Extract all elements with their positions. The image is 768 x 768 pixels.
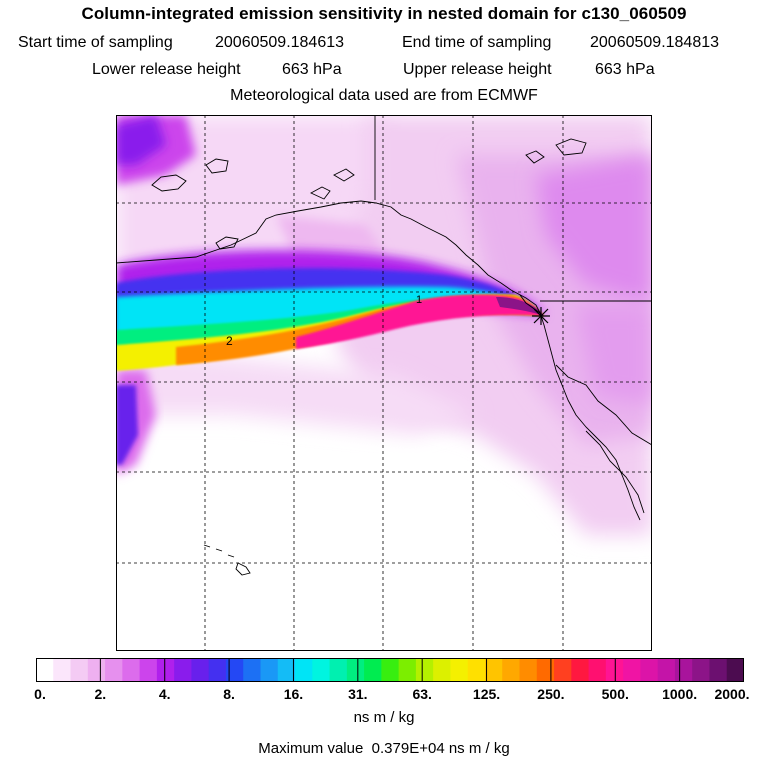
colorbar xyxy=(36,658,744,682)
colorbar-cell xyxy=(53,658,72,682)
colorbar-units: ns m / kg xyxy=(353,709,415,726)
colorbar-cell xyxy=(105,658,123,682)
meteo-source: Meteorological data used are from ECMWF xyxy=(230,87,538,104)
colorbar-cell xyxy=(433,658,452,682)
colorbar-cell xyxy=(346,658,365,682)
colorbar-tick-label: 8. xyxy=(223,686,235,702)
colorbar-cell xyxy=(364,658,382,682)
colorbar-cell xyxy=(519,658,538,682)
colorbar-cell xyxy=(277,658,296,682)
release-heights-row: Lower release height 663 hPa Upper relea… xyxy=(0,61,768,81)
plume-label-1: 1 xyxy=(416,294,422,306)
colorbar-cell xyxy=(139,658,158,682)
colorbar-cell xyxy=(260,658,279,682)
colorbar-cell xyxy=(467,658,486,682)
colorbar-tick-label: 63. xyxy=(412,686,432,702)
colorbar-cell xyxy=(588,658,607,682)
colorbar-cell xyxy=(36,658,54,682)
colorbar-cell xyxy=(312,658,331,682)
coastlines xyxy=(116,115,652,576)
start-time-value: 20060509.184613 xyxy=(215,34,345,51)
colorbar-tick-label: 31. xyxy=(348,686,368,702)
colorbar-tick-label: 250. xyxy=(537,686,565,702)
colorbar-cell xyxy=(381,658,400,682)
colorbar-cell xyxy=(191,658,210,682)
colorbar-cell xyxy=(208,658,227,682)
colorbar-cell xyxy=(571,658,590,682)
colorbar-cell xyxy=(692,658,711,682)
colorbar-tick-label: 500. xyxy=(601,686,629,702)
colorbar-cell xyxy=(225,658,244,682)
colorbar-cell xyxy=(536,658,555,682)
end-time-value: 20060509.184813 xyxy=(590,34,720,51)
colorbar-cell xyxy=(243,658,262,682)
emission-sensitivity-map: 1 2 xyxy=(116,115,652,651)
maximum-value-number: 0.379E+04 ns m / kg xyxy=(371,740,510,757)
colorbar-cell xyxy=(657,658,676,682)
colorbar-tick-label: 16. xyxy=(283,686,304,702)
colorbar-cell xyxy=(640,658,659,682)
colorbar-cell xyxy=(623,658,641,682)
colorbar-tick-label: 4. xyxy=(158,686,171,702)
colorbar-tick-label: 0. xyxy=(34,686,46,702)
colorbar-cell xyxy=(295,658,313,682)
colorbar-cell xyxy=(554,658,572,682)
colorbar-cell xyxy=(398,658,417,682)
lower-release-label: Lower release height xyxy=(92,61,241,78)
lower-release-value: 663 hPa xyxy=(282,61,342,78)
graticule xyxy=(116,115,652,651)
colorbar-cell xyxy=(415,658,434,682)
colorbar-cell xyxy=(87,658,106,682)
sampling-times-row: Start time of sampling 20060509.184613 E… xyxy=(0,34,768,54)
colorbar-cell xyxy=(122,658,141,682)
upper-release-label: Upper release height xyxy=(403,61,552,78)
colorbar-cell xyxy=(156,658,175,682)
map-frame xyxy=(116,115,652,651)
colorbar-cell xyxy=(709,658,728,682)
colorbar-tick-label: 1000. xyxy=(662,686,698,702)
sensitivity-field-diffuse xyxy=(116,115,652,535)
colorbar-tick-label: 2000. xyxy=(714,686,750,702)
maximum-value: Maximum value 0.379E+04 ns m / kg xyxy=(258,740,510,757)
colorbar-cell xyxy=(450,658,469,682)
map-title: Column-integrated emission sensitivity i… xyxy=(81,4,687,23)
upper-release-value: 663 hPa xyxy=(595,61,655,78)
colorbar-cell xyxy=(174,658,193,682)
sensitivity-plume xyxy=(116,250,546,371)
colorbar-tick-label: 2. xyxy=(94,686,107,702)
colorbar-cell xyxy=(329,658,348,682)
colorbar-cell xyxy=(70,658,89,682)
release-point-star-icon xyxy=(532,307,550,325)
end-time-label: End time of sampling xyxy=(402,34,552,51)
colorbar-cell xyxy=(674,658,693,682)
start-time-label: Start time of sampling xyxy=(18,34,173,51)
colorbar-tick-label: 125. xyxy=(472,686,501,702)
plume-label-2: 2 xyxy=(226,334,233,348)
colorbar-cell xyxy=(502,658,521,682)
colorbar-cell xyxy=(726,658,744,682)
colorbar-cell xyxy=(484,658,503,682)
